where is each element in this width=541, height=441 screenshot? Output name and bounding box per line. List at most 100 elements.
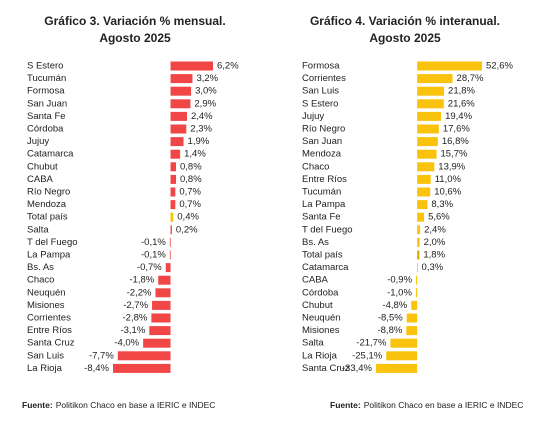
bar [170, 162, 177, 172]
category-label: Corrientes [302, 73, 346, 84]
value-label: 17,6% [443, 124, 470, 135]
bar [113, 363, 171, 373]
category-label: La Rioja [27, 363, 63, 374]
category-label: Mendoza [302, 149, 342, 160]
bar [417, 61, 482, 71]
bar [417, 162, 435, 172]
value-label: 0,7% [179, 187, 201, 198]
category-label: Jujuy [27, 136, 49, 147]
bar [170, 111, 187, 121]
value-label: 15,7% [441, 149, 468, 160]
category-label: San Luis [27, 350, 64, 361]
bar [417, 237, 420, 247]
bar [417, 111, 442, 121]
bar [165, 263, 171, 273]
value-label: 2,4% [191, 111, 213, 122]
value-label: 19,4% [445, 111, 472, 122]
category-label: Chaco [302, 161, 329, 172]
value-label: 3,2% [196, 73, 218, 84]
bar [143, 338, 171, 348]
value-label: -1,8% [129, 275, 154, 286]
value-label: 1,9% [188, 136, 210, 147]
category-label: La Pampa [302, 199, 346, 210]
bar [170, 74, 193, 84]
bar [169, 237, 171, 247]
bar [170, 61, 213, 71]
value-label: 3,0% [195, 86, 217, 97]
category-label: Corrientes [27, 313, 71, 324]
category-label: Tucumán [302, 187, 341, 198]
category-label: Entre Ríos [302, 174, 347, 185]
value-label: 10,6% [434, 187, 461, 198]
value-label: 2,4% [424, 224, 446, 235]
bar [155, 288, 171, 298]
bar [417, 99, 444, 109]
category-label: Salta [302, 338, 324, 349]
bar [417, 149, 437, 159]
bar [417, 86, 445, 96]
category-label: Catamarca [302, 262, 349, 273]
value-label: 2,0% [424, 237, 446, 248]
category-label: Total país [27, 212, 68, 223]
category-label: Catamarca [27, 149, 74, 160]
bar [170, 187, 176, 197]
value-label: 21,6% [448, 98, 475, 109]
category-label: San Juan [27, 98, 67, 109]
value-label: -3,1% [120, 325, 145, 336]
value-label: 0,8% [180, 161, 202, 172]
source-text: Politikon Chaco en base a IERIC e INDEC [56, 400, 216, 410]
bar [170, 86, 192, 96]
bar [170, 149, 181, 159]
value-label: 0,2% [176, 224, 198, 235]
bar [417, 225, 421, 235]
bar [170, 225, 172, 235]
bar [117, 351, 171, 361]
source-note: Fuente: Politikon Chaco en base a IERIC e… [22, 400, 215, 410]
bar [149, 326, 171, 336]
source-note: Fuente: Politikon Chaco en base a IERIC e… [330, 400, 523, 410]
category-label: Formosa [302, 61, 340, 72]
category-label: San Juan [302, 136, 342, 147]
source-label: Fuente: [330, 400, 361, 410]
source-label: Fuente: [22, 400, 53, 410]
value-label: 2,9% [194, 98, 216, 109]
bar [170, 174, 177, 184]
category-label: Formosa [27, 86, 65, 97]
category-label: Santa Cruz [302, 363, 350, 374]
value-label: -4,0% [114, 338, 139, 349]
category-label: Chaco [27, 275, 54, 286]
category-label: Total país [302, 250, 343, 261]
category-label: Entre Ríos [27, 325, 72, 336]
category-label: Neuquén [27, 287, 66, 298]
value-label: -0,7% [137, 262, 162, 273]
value-label: 0,7% [179, 199, 201, 210]
source-text: Politikon Chaco en base a IERIC e INDEC [364, 400, 524, 410]
bar [417, 124, 439, 134]
category-label: Misiones [27, 300, 65, 311]
category-label: La Pampa [27, 250, 71, 261]
category-label: Santa Fe [27, 111, 66, 122]
value-label: 6,2% [217, 61, 239, 72]
bar [415, 288, 418, 298]
bar [417, 250, 420, 260]
bar [417, 74, 453, 84]
bar [151, 313, 171, 323]
chart-subtitle: Agosto 2025 [369, 31, 441, 45]
category-label: Chubut [27, 161, 58, 172]
value-label: -2,7% [123, 300, 148, 311]
bar [390, 338, 418, 348]
value-label: -0,9% [387, 275, 412, 286]
bar [417, 263, 418, 273]
value-label: 2,3% [190, 124, 212, 135]
value-label: 1,8% [423, 250, 445, 261]
category-label: Córdoba [302, 287, 339, 298]
bar [152, 300, 171, 310]
chart-title: Gráfico 3. Variación % mensual. [44, 14, 225, 28]
category-label: Córdoba [27, 124, 64, 135]
value-label: -0,1% [141, 237, 166, 248]
category-label: Santa Cruz [27, 338, 75, 349]
bar [417, 200, 428, 210]
value-label: 13,9% [438, 161, 465, 172]
bar [416, 275, 418, 285]
